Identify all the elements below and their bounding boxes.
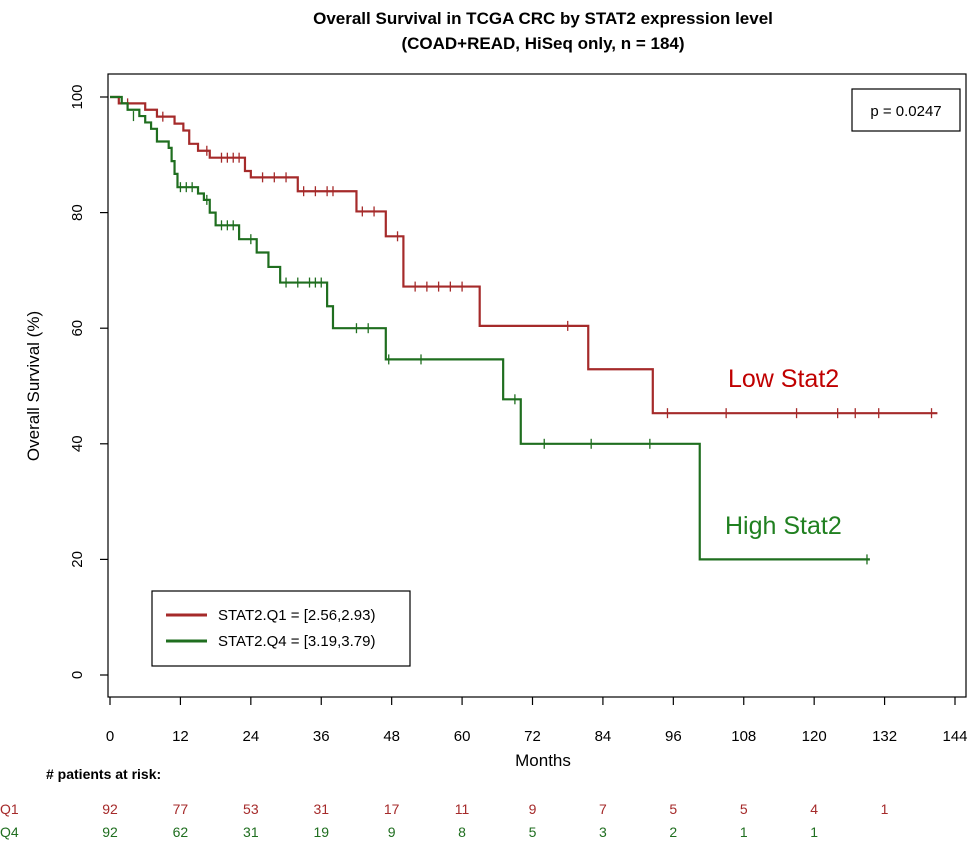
at-risk-count: 8 xyxy=(458,824,466,840)
x-tick-label: 84 xyxy=(595,728,612,745)
y-tick-label: 100 xyxy=(69,84,86,109)
at-risk-title: # patients at risk: xyxy=(46,766,161,782)
at-risk-count: 1 xyxy=(740,824,748,840)
x-tick-label: 120 xyxy=(802,728,827,745)
y-tick-label: 20 xyxy=(69,551,86,568)
at-risk-count: 19 xyxy=(313,824,329,840)
at-risk-count: 31 xyxy=(313,801,329,817)
y-tick-label: 80 xyxy=(69,204,86,221)
at-risk-count: 2 xyxy=(669,824,677,840)
at-risk-table: Q1 92 77 53 31 17 11 9 7 5 5 4 1Q4 92 62 31 19 9 8 5 3 2 1 1 xyxy=(0,801,889,840)
at-risk-count: 9 xyxy=(529,801,537,817)
legend-frame xyxy=(151,590,411,667)
x-tick-label: 12 xyxy=(172,728,189,745)
x-tick-label: 96 xyxy=(665,728,682,745)
x-tick-label: 144 xyxy=(942,728,967,745)
y-tick-label: 60 xyxy=(69,320,86,337)
chart-title-line1: Overall Survival in TCGA CRC by STAT2 ex… xyxy=(313,9,773,28)
at-risk-count: 53 xyxy=(243,801,259,817)
at-risk-count: 7 xyxy=(599,801,607,817)
at-risk-count: 92 xyxy=(102,801,118,817)
x-tick-label: 72 xyxy=(524,728,541,745)
at-risk-count: 4 xyxy=(810,801,818,817)
at-risk-count: 5 xyxy=(740,801,748,817)
x-axis-label: Months xyxy=(515,751,571,770)
at-risk-count: 77 xyxy=(173,801,189,817)
legend-label-q1: STAT2.Q1 = [2.56,2.93) xyxy=(218,607,375,624)
survival-curves xyxy=(110,95,938,565)
at-risk-count: 17 xyxy=(384,801,400,817)
survival-line-q4 xyxy=(110,95,870,561)
at-risk-row-label: Q1 xyxy=(0,801,19,817)
y-tick-label: 0 xyxy=(69,671,86,679)
at-risk-count: 62 xyxy=(173,824,189,840)
at-risk-count: 1 xyxy=(881,801,889,817)
axes: 0 12 24 36 48 60 72 84 96 108 120 132 144 0 20 40 60 80 10… xyxy=(69,84,968,745)
survival-line-q1 xyxy=(110,95,938,415)
p-value-text: p = 0.0247 xyxy=(870,103,941,120)
at-risk-count: 5 xyxy=(529,824,537,840)
x-tick-label: 132 xyxy=(872,728,897,745)
at-risk-count: 11 xyxy=(455,801,470,817)
at-risk-count: 3 xyxy=(599,824,607,840)
annotation-high-stat2: High Stat2 xyxy=(725,512,842,540)
x-tick-label: 0 xyxy=(106,728,114,745)
p-value-box: p = 0.0247 xyxy=(851,88,961,132)
x-tick-label: 48 xyxy=(383,728,400,745)
legend: STAT2.Q1 = [2.56,2.93) STAT2.Q4 = [3.19,… xyxy=(151,590,411,667)
y-axis-label: Overall Survival (%) xyxy=(24,311,43,461)
at-risk-count: 9 xyxy=(388,824,396,840)
x-tick-label: 60 xyxy=(454,728,471,745)
x-tick-label: 108 xyxy=(731,728,756,745)
x-tick-label: 24 xyxy=(242,728,259,745)
x-tick-label: 36 xyxy=(313,728,330,745)
at-risk-count: 1 xyxy=(810,824,818,840)
plot-frame xyxy=(107,73,967,698)
chart-title-line2: (COAD+READ, HiSeq only, n = 184) xyxy=(401,34,684,53)
at-risk-count: 31 xyxy=(243,824,259,840)
legend-label-q4: STAT2.Q4 = [3.19,3.79) xyxy=(218,633,375,650)
at-risk-count: 92 xyxy=(102,824,118,840)
p-value-frame xyxy=(851,88,961,132)
y-tick-label: 40 xyxy=(69,435,86,452)
annotation-low-stat2: Low Stat2 xyxy=(728,365,839,393)
at-risk-count: 5 xyxy=(669,801,677,817)
at-risk-row-label: Q4 xyxy=(0,824,19,840)
